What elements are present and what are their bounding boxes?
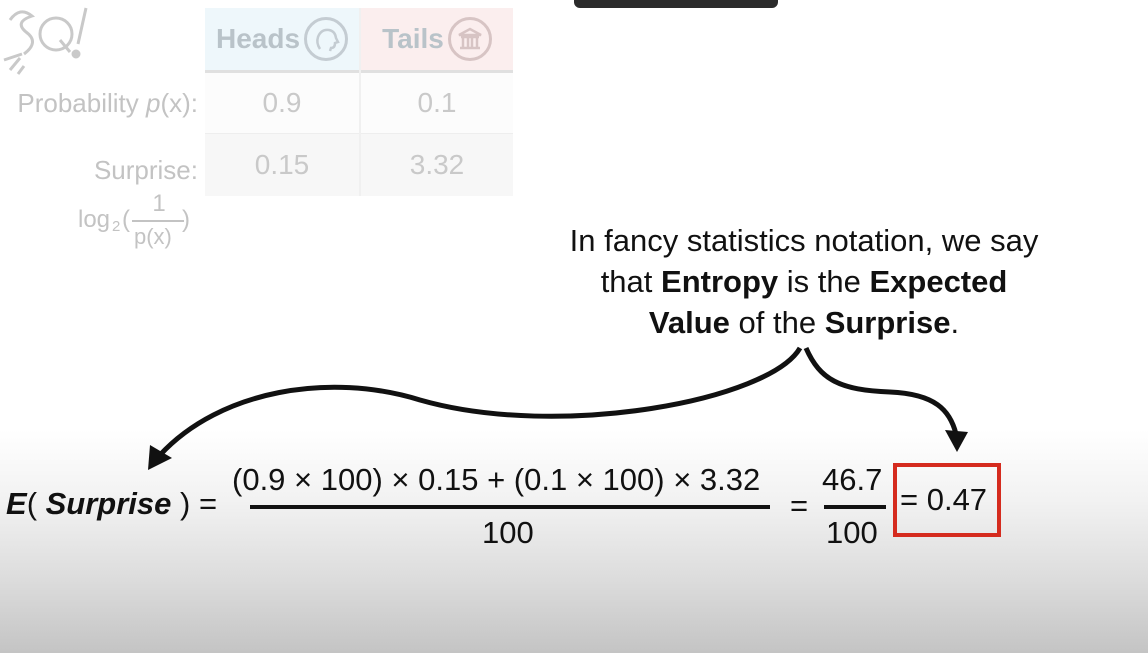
fraction2-denominator: 100 <box>826 515 878 550</box>
right-arrow-head <box>945 430 968 452</box>
building-icon <box>447 17 492 61</box>
fraction2-numerator: 46.7 <box>822 462 883 497</box>
tails-header: Tails <box>361 8 513 70</box>
heads-surprise: 0.15 <box>254 149 310 180</box>
fraction-bar <box>250 505 770 509</box>
tails-probability: 0.1 <box>417 87 457 118</box>
surprise-formula: log 2 ( 1 p(x) ) <box>78 190 190 249</box>
equals-sign: = <box>790 488 809 523</box>
surprise-label: Surprise: <box>93 155 198 185</box>
top-bar-pill <box>574 0 778 8</box>
right-arrow-curve <box>803 346 959 435</box>
numerator: (0.9 × 100) × 0.15 + (0.1 × 100) × 3.32 <box>232 462 761 497</box>
annotation-text: In fancy statistics notation, we say tha… <box>569 223 1039 340</box>
fraction2-bar <box>824 505 886 509</box>
left-arrow-head <box>148 445 172 470</box>
face-icon <box>304 17 349 61</box>
statquest-logo <box>3 7 88 75</box>
heads-label: Heads <box>215 23 301 54</box>
left-arrow-curve <box>158 346 803 457</box>
denominator: 100 <box>482 515 534 550</box>
answer-highlight-box <box>893 463 1001 537</box>
heads-probability: 0.9 <box>262 87 302 118</box>
expectation-lhs: E( Surprise ) = <box>6 486 218 521</box>
result: = 0.47 <box>900 482 988 517</box>
column-divider <box>359 8 361 196</box>
probability-label: Probability p(x): <box>17 88 198 118</box>
tails-surprise: 3.32 <box>409 149 465 180</box>
heads-header: Heads <box>205 8 359 70</box>
tails-label: Tails <box>382 23 444 54</box>
